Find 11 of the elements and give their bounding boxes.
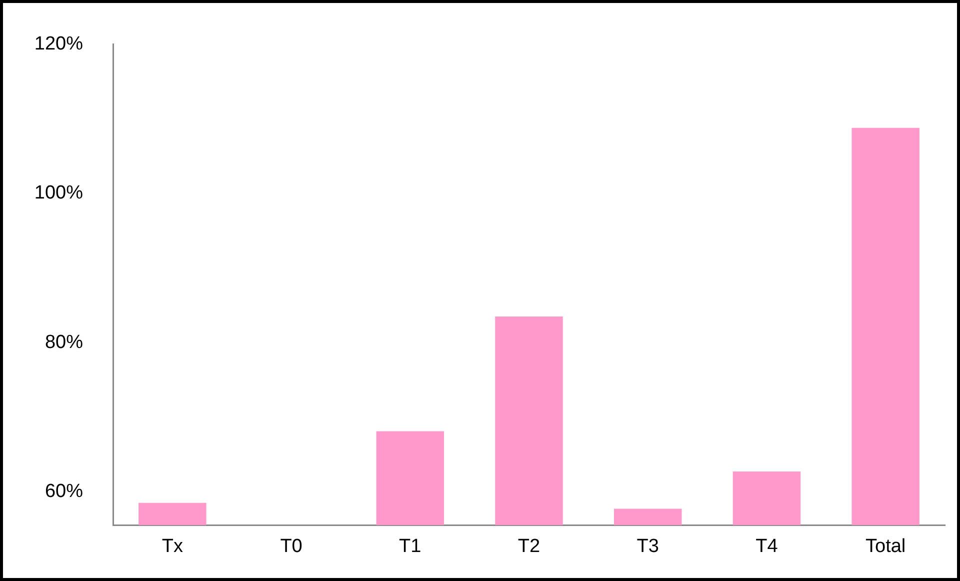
y-tick-label: 60% bbox=[44, 480, 84, 502]
y-tick-label: 100% bbox=[34, 182, 84, 204]
y-tick-label: 120% bbox=[34, 34, 84, 55]
x-tick-label: T0 bbox=[280, 536, 302, 557]
y-tick-label: 80% bbox=[44, 332, 84, 353]
x-tick-label: T1 bbox=[399, 536, 422, 557]
x-tick-label: Total bbox=[866, 536, 906, 557]
x-tick-label: T4 bbox=[756, 536, 778, 557]
x-tick-label: T3 bbox=[636, 536, 659, 557]
x-tick-label: Tx bbox=[162, 536, 184, 557]
x-tick-label: T2 bbox=[518, 536, 540, 557]
